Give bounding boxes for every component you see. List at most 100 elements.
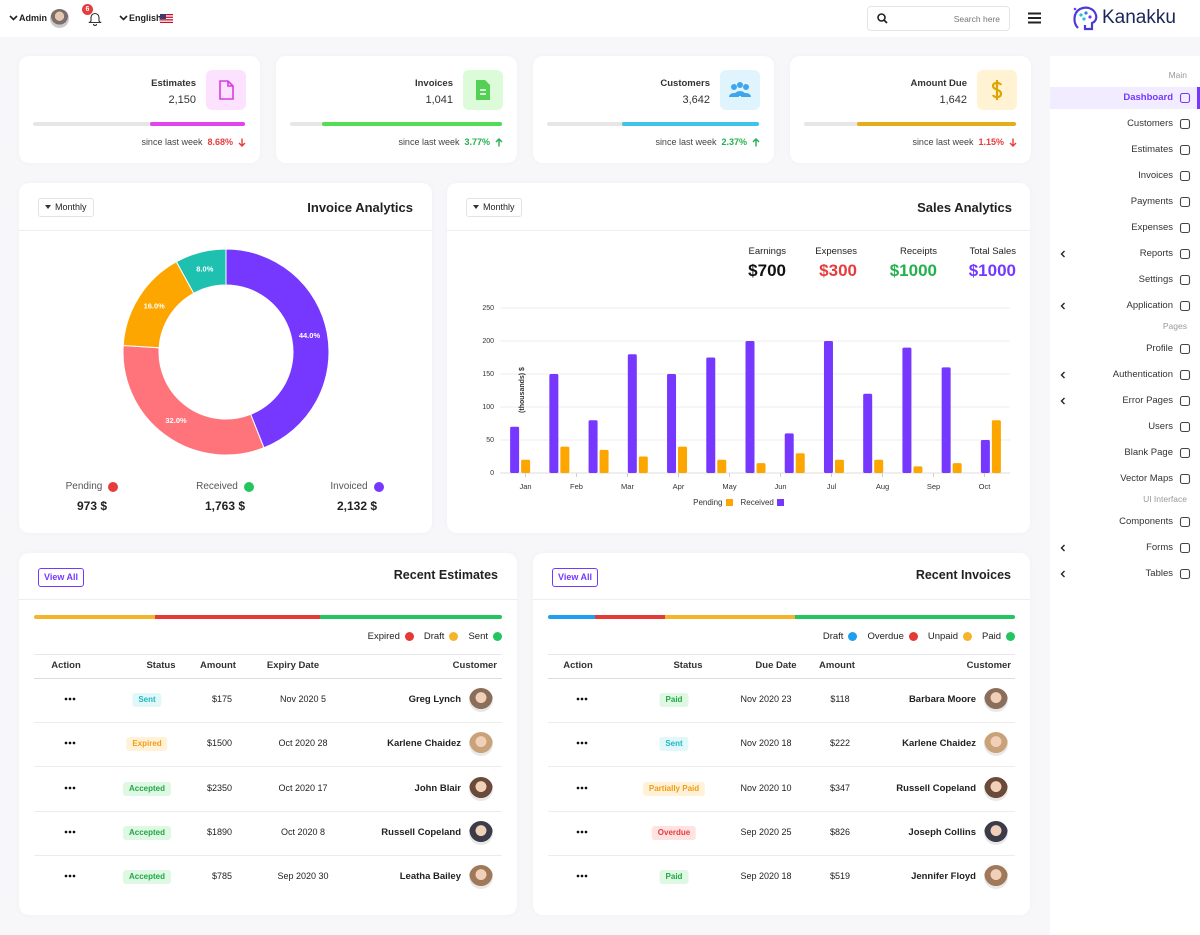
bar [560,446,570,473]
row-actions[interactable] [576,830,588,834]
summary-label: Receipts [900,246,937,257]
row-actions[interactable] [576,786,588,790]
status-bar [548,615,1015,619]
status-legend: Expired Draft Sent [368,631,502,642]
icon-shape [1179,170,1191,182]
summary-label: Earnings [748,246,787,257]
row-rule [548,810,1015,812]
bar [678,446,688,473]
legend-item: Received [741,498,784,507]
legend-item: Draft [424,631,459,642]
view-all-button[interactable]: View All [552,568,599,587]
bar [638,456,648,473]
stat-value: 1,041 [425,94,453,106]
sidebar-item[interactable]: Forms [1050,537,1200,559]
sidebar-item[interactable]: Estimates [1050,139,1200,161]
sidebar-item[interactable]: Components [1050,511,1200,533]
sidebar-item[interactable]: Error Pages [1050,390,1200,412]
sidebar-item-label: Authentication [1112,369,1173,380]
sidebar-icon [1179,343,1191,355]
status-badge: Paid [659,870,689,885]
progress-fill [322,122,502,126]
legend-label: Pending [693,498,723,507]
customer-name: Barbara Moore [908,694,976,705]
sidebar-item[interactable]: Invoices [1050,165,1200,187]
x-tick-label: May [722,482,736,491]
row-actions[interactable] [576,874,588,878]
top-bar: Admin 6 English Search here Kanakku [0,0,1200,37]
stat-icon [219,80,234,100]
x-tick-label: Mar [621,482,634,491]
menu-toggle[interactable] [1028,12,1041,24]
row-actions[interactable] [64,786,76,790]
legend-label: Sent [468,631,488,642]
sidebar-item[interactable]: Application [1050,295,1200,317]
sidebar-icon [1179,222,1191,234]
chevron-shape [1060,302,1065,310]
row-actions[interactable] [576,697,588,701]
progress-fill [857,122,1016,126]
arrow-shape [238,138,246,147]
user-avatar[interactable] [50,9,69,28]
legend-label: Invoiced [330,481,368,492]
user-chevron [9,15,18,21]
table-cell: Oct 2020 17 [278,782,328,793]
invoice-analytics-card: Monthly Invoice Analytics 44.0% 32.0% 16.0… [19,183,432,533]
search-box[interactable]: Search here [867,6,1010,31]
customer-avatar [984,776,1008,801]
sidebar-item[interactable]: Payments [1050,191,1200,213]
sidebar-section-title: Pages [1162,321,1187,331]
row-actions[interactable] [64,697,76,701]
row-actions[interactable] [576,741,588,745]
stat-value: 1,642 [939,94,967,106]
stat-title: Customers [660,78,710,89]
bell-icon[interactable] [88,11,102,26]
table-cell: Nov 2020 10 [740,782,792,793]
x-tick-label: Oct [979,482,992,491]
icon-shape [1179,421,1191,433]
sidebar-item[interactable]: Vector Maps [1050,468,1200,490]
sidebar-item[interactable]: Users [1050,416,1200,438]
sidebar-item[interactable]: Reports [1050,243,1200,265]
row-actions[interactable] [64,741,76,745]
sidebar-item[interactable]: Expenses [1050,217,1200,239]
user-name[interactable]: Admin [19,13,47,23]
sidebar-item[interactable]: Blank Page [1050,442,1200,464]
bar [627,354,637,473]
chevron-shape [1060,544,1065,552]
sales-analytics-card: Monthly Sales Analytics Earnings $700 Expe… [447,183,1030,533]
bar [549,374,559,473]
legend-dot [908,632,918,641]
view-all-button[interactable]: View All [38,568,85,587]
sidebar-item[interactable]: Profile [1050,338,1200,360]
icon-shape [1179,144,1191,156]
sidebar-item[interactable]: Dashboard [1050,87,1200,109]
bar [521,459,531,473]
stat-icon [476,80,490,100]
row-actions[interactable] [64,830,76,834]
filter-button[interactable]: Monthly [466,198,522,217]
arrow-shape [495,137,503,146]
sidebar-item[interactable]: Customers [1050,113,1200,135]
sidebar-item[interactable]: Tables [1050,563,1200,585]
row-rule [34,854,502,856]
y-tick-label: 150 [482,371,494,378]
language[interactable]: English [129,13,162,23]
x-tick-label: Feb [570,482,583,491]
donut-segment [175,248,227,294]
submenu-chevron [1060,302,1065,310]
sidebar-icon [1179,369,1191,381]
sidebar-item[interactable]: Settings [1050,269,1200,291]
status-badge: Expired [126,737,168,752]
icon-shape [1179,118,1191,130]
stat-card: Amount Due 1,642 since last week 1.15% [790,56,1031,163]
filter-button[interactable]: Monthly [38,198,94,217]
status-badge: Accepted [122,870,172,885]
sidebar-item[interactable]: Authentication [1050,364,1200,386]
y-tick-label: 100 [482,404,494,411]
submenu-chevron [1060,371,1065,379]
sidebar-section-title: Main [1168,70,1187,80]
row-actions[interactable] [64,874,76,878]
stat-change: 8.68% [207,137,233,147]
customer-name: John Blair [414,782,461,794]
